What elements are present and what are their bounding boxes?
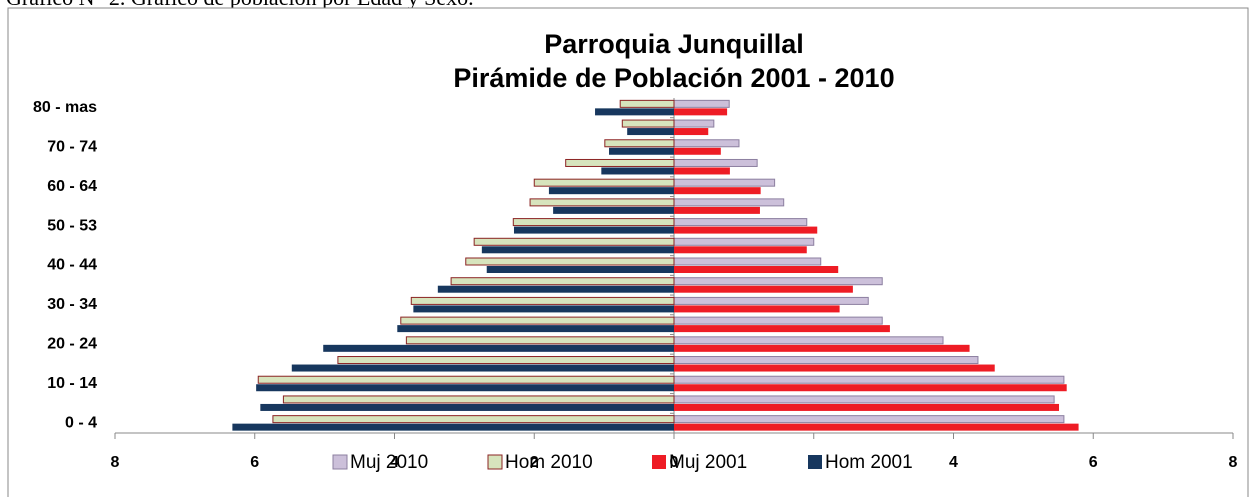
bar [609,147,674,155]
y-tick-label: 40 - 44 [47,257,97,274]
bar [282,395,675,404]
x-tick-label: 6 [1089,454,1098,471]
bar [673,257,822,266]
bar [473,237,675,246]
bar [260,403,674,411]
bar [673,336,944,345]
bar [397,325,674,333]
bar [674,167,730,175]
bar [674,187,761,195]
legend-swatch [332,454,348,470]
x-tick-label: 0 [670,454,679,471]
bar [673,395,1055,404]
legend-label: Muj 2001 [669,452,747,473]
y-tick-label: 60 - 64 [47,178,97,195]
legend-label: Hom 2001 [825,452,913,473]
y-tick-label: 50 - 53 [47,217,97,234]
bar [400,316,675,325]
bar [674,325,890,333]
caption: Gráfico N° 2. Gráfico de población por E… [6,0,474,10]
bar [674,108,728,116]
x-tick-label: 2 [530,454,539,471]
bar [553,206,674,214]
bar [674,206,760,214]
bar [272,415,675,424]
bar [529,198,675,207]
bar [673,237,815,246]
bar [673,316,883,325]
legend-swatch [652,455,666,469]
x-tick-label: 4 [390,454,399,471]
bar [673,296,869,305]
bar [673,139,740,148]
legend-swatch [487,454,503,470]
bar [673,198,785,207]
x-tick-label: 8 [111,454,120,471]
bar [674,266,839,273]
bar [465,257,675,266]
bar [565,158,675,167]
bar [337,356,675,365]
bar [674,128,709,136]
bar [674,384,1067,392]
bar [512,218,675,227]
y-tick-label: 10 - 14 [47,375,97,392]
bar [674,305,840,313]
bar [533,178,675,187]
y-tick-label: 80 - mas [33,99,97,116]
bar [674,226,818,234]
bar [604,139,675,148]
bar [548,187,674,195]
bar [674,285,853,293]
legend-label: Hom 2010 [505,452,593,473]
bar [674,403,1060,411]
bar [673,119,715,128]
bar [601,167,674,175]
bar [673,277,883,286]
bar [673,415,1065,424]
bar [673,356,979,365]
y-tick-label: 70 - 74 [47,138,97,155]
bar [674,364,995,372]
bar [674,344,970,352]
y-tick-label: 0 - 4 [65,414,97,431]
chart-subtitle: Pirámide de Población 2001 - 2010 [453,63,894,93]
bar [627,128,674,136]
bar [674,246,807,254]
bar [674,423,1079,431]
bar [437,285,674,293]
bar [673,375,1065,384]
bar [674,147,721,155]
x-tick-label: 4 [949,454,958,471]
bar [619,99,675,108]
bar [413,305,674,313]
bar [450,277,675,286]
bar [621,119,675,128]
bar [486,266,674,273]
bar [256,384,674,392]
bar [673,99,730,108]
bar [257,375,675,384]
y-tick-label: 20 - 24 [47,336,97,353]
bar [673,158,758,167]
x-tick-label: 6 [250,454,259,471]
bar [291,364,674,372]
legend-label: Muj 2010 [350,452,428,473]
x-tick-label: 8 [1229,454,1238,471]
bar [323,344,674,352]
bar [595,108,674,116]
bar [481,246,674,254]
bar [673,218,808,227]
y-tick-label: 30 - 34 [47,296,97,313]
bar [405,336,675,345]
bar [232,423,674,431]
bar [513,226,674,234]
legend-swatch [808,455,822,469]
bar [410,296,675,305]
bar [673,178,776,187]
chart-title: Parroquia Junquillal [544,29,804,59]
